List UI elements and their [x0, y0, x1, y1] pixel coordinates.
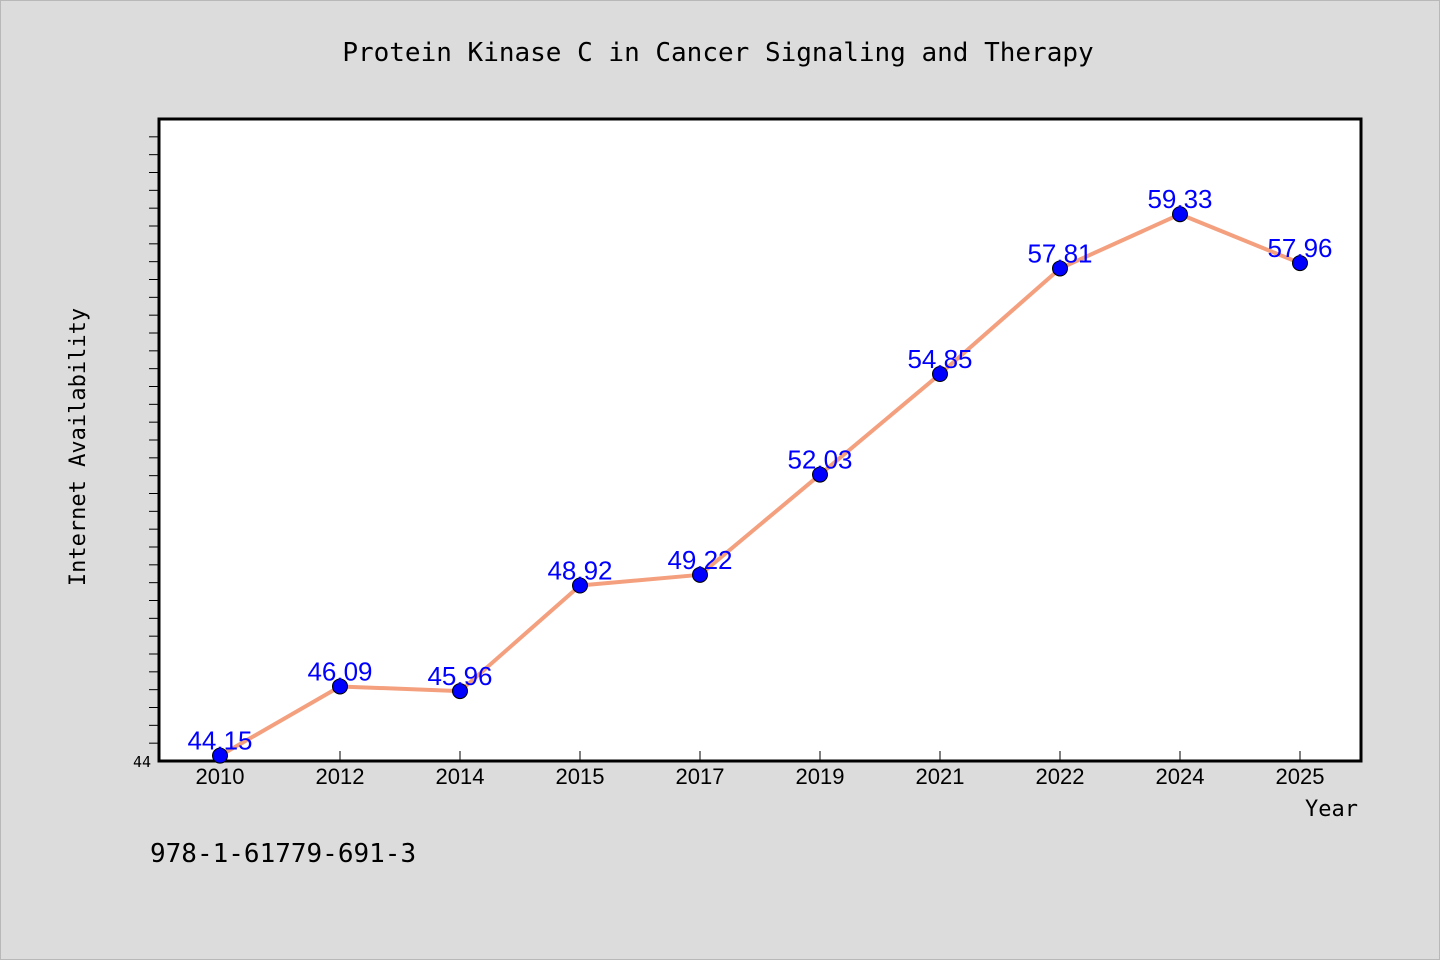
- x-tick-label: 2025: [1276, 764, 1325, 789]
- footer-text: 978-1-61779-691-3: [150, 839, 416, 869]
- x-tick-label: 2017: [676, 764, 725, 789]
- data-point: [452, 683, 468, 700]
- data-label: 49.22: [667, 545, 732, 575]
- data-point: [1292, 255, 1308, 272]
- chart-title: Protein Kinase C in Cancer Signaling and…: [342, 38, 1093, 68]
- data-point: [1052, 260, 1068, 277]
- x-tick-label: 2024: [1156, 764, 1205, 789]
- data-point: [1172, 206, 1188, 223]
- x-axis-label: Year: [1305, 797, 1358, 822]
- data-label: 44.15: [187, 726, 252, 756]
- y-axis-ticks: 44: [133, 136, 159, 771]
- data-label: 59.33: [1147, 184, 1212, 214]
- x-tick-label: 2022: [1036, 764, 1085, 789]
- data-point: [332, 678, 348, 695]
- data-label: 52.03: [787, 445, 852, 475]
- data-point: [812, 466, 828, 483]
- x-tick-label: 2021: [916, 764, 965, 789]
- data-point: [932, 366, 948, 383]
- x-tick-label: 2014: [436, 764, 485, 789]
- data-label: 46.09: [307, 656, 372, 686]
- x-tick-label: 2012: [316, 764, 365, 789]
- data-label: 57.96: [1267, 233, 1332, 263]
- series-layer: 44.15 46.09 45.96 48.92 49.22 52.03 54.85 57.81…: [187, 184, 1333, 764]
- x-tick-label: 2010: [196, 764, 245, 789]
- plot-area: [157, 117, 1363, 763]
- data-point: [572, 577, 588, 594]
- x-tick-label: 2019: [796, 764, 845, 789]
- data-label: 45.96: [427, 661, 492, 691]
- x-tick-label: 2015: [556, 764, 605, 789]
- data-label: 48.92: [547, 556, 612, 586]
- data-label: 54.85: [907, 344, 972, 374]
- y-tick-label: 44: [133, 753, 151, 771]
- x-axis-ticks: 2010 2012 2014 2015 2017 2019 2021 2022 2024 2025: [196, 751, 1325, 789]
- data-label: 57.81: [1027, 238, 1092, 268]
- y-axis-label: Internet Availability: [66, 308, 91, 586]
- data-point: [692, 566, 708, 583]
- data-point: [212, 747, 228, 764]
- series-line: [218, 212, 1302, 758]
